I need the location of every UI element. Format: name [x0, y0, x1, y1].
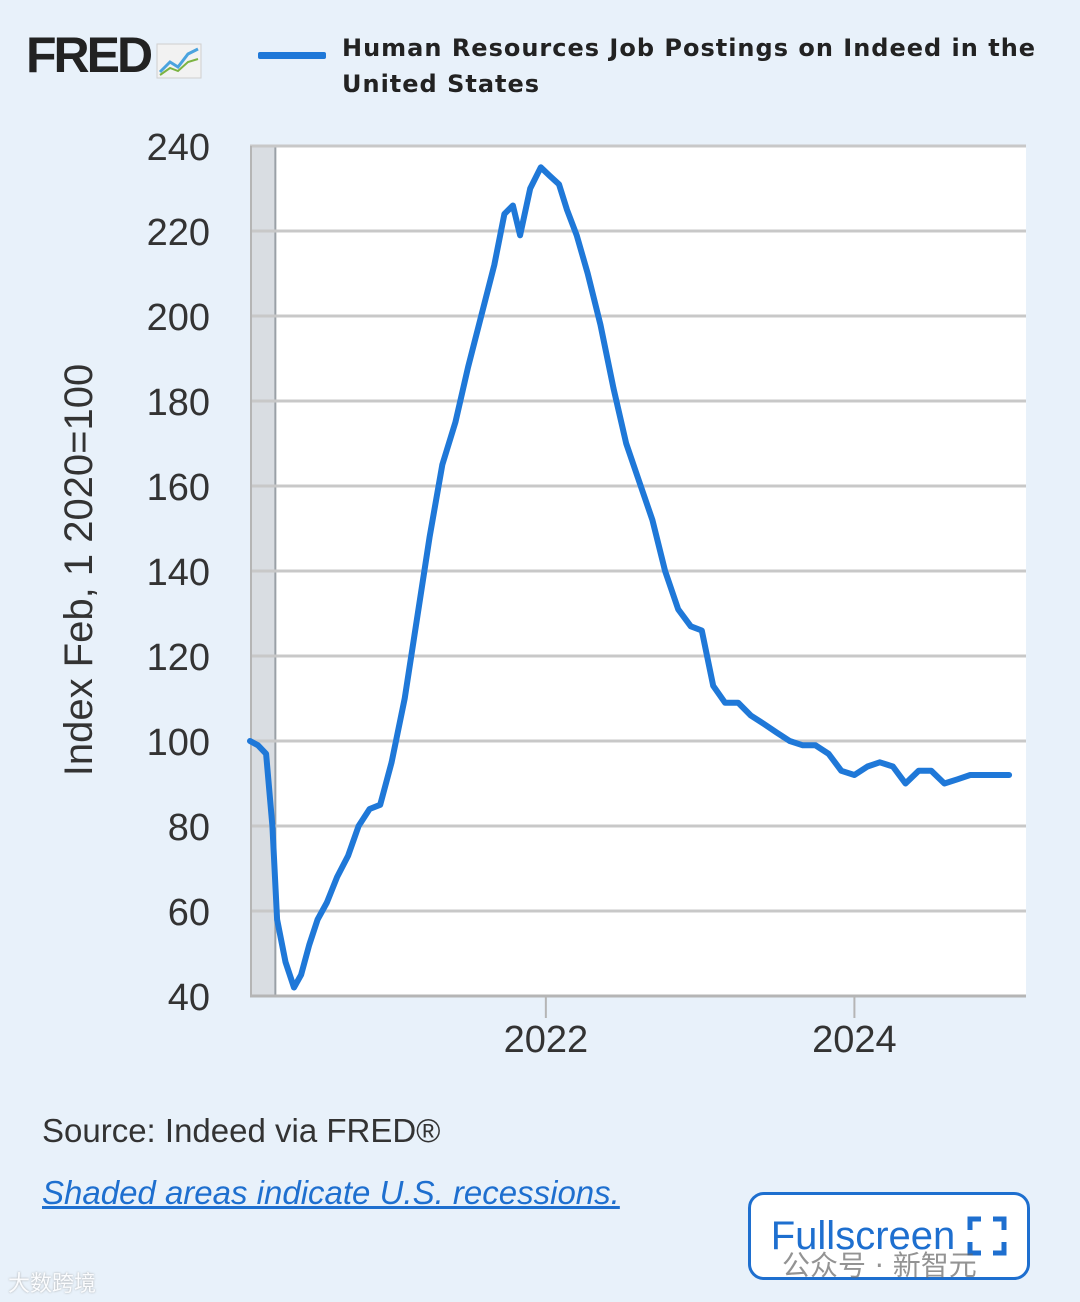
legend-swatch	[258, 52, 326, 59]
fred-graph-icon	[156, 43, 202, 79]
x-tick-label-2024: 2024	[812, 1019, 897, 1061]
series-line-hr-job-postings	[247, 164, 1013, 991]
y-axis-tick-labels: 40 60 80 100 120 140 160 180 200 220 240	[147, 127, 210, 1019]
watermark-left: 大数跨境	[8, 1272, 97, 1297]
fullscreen-label: Fullscreen	[770, 1213, 956, 1258]
y-tick-label-60: 60	[168, 892, 210, 934]
y-tick-label-80: 80	[168, 807, 210, 849]
y-tick-label-240: 240	[147, 127, 210, 169]
x-axis-tick-labels: 2022 2024	[504, 996, 897, 1061]
fred-logo[interactable]: FRED	[26, 30, 202, 80]
y-tick-label-220: 220	[147, 212, 210, 254]
y-tick-label-180: 180	[147, 382, 210, 424]
y-tick-label-100: 100	[147, 722, 210, 764]
y-tick-label-140: 140	[147, 552, 210, 594]
y-tick-label-160: 160	[147, 467, 210, 509]
recession-note-link[interactable]: Shaded areas indicate U.S. recessions.	[42, 1174, 620, 1211]
y-axis-label: Index Feb, 1 2020=100	[57, 364, 101, 777]
y-tick-label-200: 200	[147, 297, 210, 339]
fullscreen-button[interactable]: Fullscreen	[748, 1192, 1030, 1280]
fullscreen-icon	[967, 1216, 1007, 1256]
source-text: Source: Indeed via FRED®	[42, 1112, 441, 1149]
grid-lines	[250, 144, 1026, 998]
y-tick-label-120: 120	[147, 637, 210, 679]
y-tick-label-40: 40	[168, 977, 210, 1019]
x-tick-label-2022: 2022	[504, 1019, 589, 1061]
chart-header: FRED Human Resources Job Postings on Ind…	[0, 0, 1080, 110]
watermark-right: 公众号 · 新智元	[782, 1249, 977, 1282]
chart-title: Human Resources Job Postings on Indeed i…	[342, 34, 1037, 98]
fred-logo-text: FRED	[26, 27, 153, 83]
